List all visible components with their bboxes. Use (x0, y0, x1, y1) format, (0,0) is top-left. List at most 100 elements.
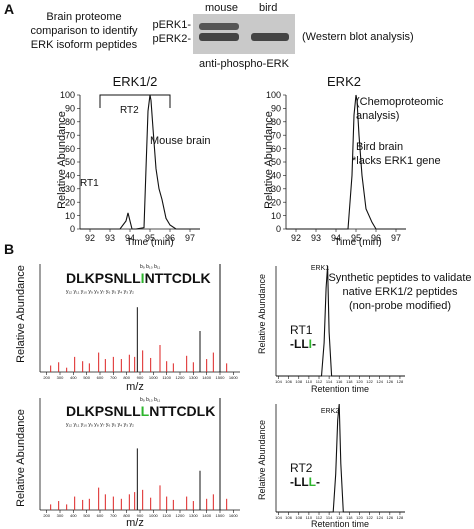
x-tick-label: 400 (70, 375, 77, 380)
x-tick-label: 1500 (216, 513, 226, 518)
y-tick-label: 100 (60, 90, 75, 100)
x-tick-label: 126 (386, 379, 393, 384)
blot-band-perk2: pERK2- (152, 33, 191, 45)
chrom-bottom-title: ERK2 (321, 408, 339, 415)
spectrum-bottom-xlabel: m/z (126, 517, 144, 529)
x-tick-label: 800 (123, 513, 130, 518)
intro-line-1: Brain proteome (46, 11, 121, 23)
x-tick-label: 700 (110, 375, 117, 380)
y-tick-label: 100 (266, 90, 281, 100)
x-tick-label: 1300 (189, 375, 199, 380)
x-tick-label: 1400 (202, 513, 212, 518)
x-tick-label: 95 (145, 233, 155, 243)
x-tick-label: 126 (386, 515, 393, 520)
x-tick-label: 104 (275, 379, 282, 384)
x-tick-label: 106 (285, 379, 292, 384)
series-line (276, 403, 405, 513)
series-line (286, 94, 406, 230)
x-tick-label: 114 (326, 379, 333, 384)
chrom-top-rt: RT1 (290, 323, 313, 337)
x-tick-label: 1000 (149, 513, 159, 518)
blot-band-perk1: pERK1- (152, 19, 191, 31)
peak-label-rt2: RT2 (120, 105, 139, 116)
x-tick-label: 93 (105, 233, 115, 243)
x-tick-label: 800 (123, 375, 130, 380)
x-tick-label: 94 (331, 233, 341, 243)
intro-line-3: ERK isoform peptides (31, 39, 138, 51)
x-tick-label: 118 (346, 379, 353, 384)
y-tick-label: 30 (65, 184, 75, 194)
erk12-bracket (99, 94, 171, 108)
y-tick-label: 40 (271, 171, 281, 181)
y-tick-label: 30 (271, 184, 281, 194)
y-tick-label: 90 (271, 104, 281, 114)
x-tick-label: 200 (43, 513, 50, 518)
series-line (80, 94, 200, 230)
bird-brain-label: Bird brain (356, 141, 403, 153)
x-tick-label: 1000 (149, 375, 159, 380)
x-tick-label: 110 (306, 379, 313, 384)
synthetic-note-2: native ERK1/2 peptides (343, 286, 458, 298)
spectrum-bottom-ylabel: Relative Abundance (15, 409, 27, 507)
chart-a-left-xlabel: Time (min) (126, 237, 173, 248)
y-tick-label: 0 (70, 224, 75, 234)
chrom-bottom-ylabel: Relative Abundance (257, 420, 267, 500)
spectrum-top-ylabel: Relative Abundance (15, 265, 27, 363)
y-tick-label: 50 (65, 157, 75, 167)
x-tick-label: 1500 (216, 375, 226, 380)
x-tick-label: 96 (165, 233, 175, 243)
chart-a-right-title: ERK2 (327, 74, 361, 89)
x-tick-label: 1300 (189, 513, 199, 518)
y-tick-label: 40 (65, 171, 75, 181)
chrom-top-xlabel: Retention time (311, 384, 369, 394)
chrom-bottom-xlabel: Retention time (311, 519, 369, 529)
peptide-sequence-top: DLKPSNLLINTTCDLK (66, 270, 211, 286)
x-tick-label: 600 (97, 513, 104, 518)
y-ion-series-top: y₁₂ y₁₁ y₁₀ y₉ y₈ y₇ y₆ y₅ y₄ y₃ y₂ (66, 289, 134, 295)
lacks-erk1-label: *lacks ERK1 gene (352, 155, 441, 167)
x-tick-label: 1100 (162, 513, 171, 518)
x-tick-label: 122 (366, 515, 373, 520)
x-tick-label: 108 (295, 515, 302, 520)
x-tick-label: 108 (295, 379, 302, 384)
x-tick-label: 400 (70, 513, 77, 518)
x-tick-label: 122 (366, 379, 373, 384)
chart-a-left-ylabel: Relative Abundance (56, 111, 68, 209)
b-ion-series-top: b₉ b₁₀ b₁₁ (140, 264, 161, 270)
x-tick-label: 1200 (176, 513, 186, 518)
x-tick-label: 96 (371, 233, 381, 243)
chrom-top-title: ERK1 (311, 265, 329, 272)
blot-band-mouse-erk2 (199, 33, 239, 41)
x-tick-label: 700 (110, 513, 117, 518)
peptide-sequence-bottom: DLKPSNLLLNTTCDLK (66, 403, 215, 419)
panel-label-a: A (4, 1, 14, 17)
blot-band-mouse-erk1 (199, 23, 239, 30)
x-tick-label: 92 (85, 233, 95, 243)
blot-antibody: anti-phospho-ERK (199, 58, 290, 70)
x-tick-label: 500 (83, 513, 90, 518)
synthetic-note-3: (non-probe modified) (349, 300, 451, 312)
b-ion-series-bottom: b₉ b₁₀ b₁₁ (140, 397, 161, 403)
y-tick-label: 70 (65, 130, 75, 140)
y-tick-label: 10 (65, 211, 75, 221)
y-tick-label: 70 (271, 130, 281, 140)
chemo-line-1: (Chemoproteomic (356, 96, 444, 108)
x-tick-label: 200 (43, 375, 50, 380)
x-tick-label: 120 (356, 515, 363, 520)
x-tick-label: 93 (311, 233, 321, 243)
y-tick-label: 90 (65, 104, 75, 114)
y-tick-label: 80 (65, 117, 75, 127)
x-tick-label: 114 (326, 515, 333, 520)
peak-label-rt1: RT1 (80, 178, 99, 189)
blot-caption: (Western blot analysis) (302, 31, 414, 43)
chrom-bottom-rt: RT2 (290, 461, 313, 475)
chrom-bottom-tag: -LLL- (290, 475, 320, 489)
y-tick-label: 20 (65, 197, 75, 207)
x-tick-label: 124 (376, 379, 383, 384)
x-tick-label: 110 (306, 515, 313, 520)
x-tick-label: 124 (376, 515, 383, 520)
x-tick-label: 112 (316, 515, 323, 520)
x-tick-label: 1200 (176, 375, 186, 380)
x-tick-label: 95 (351, 233, 361, 243)
